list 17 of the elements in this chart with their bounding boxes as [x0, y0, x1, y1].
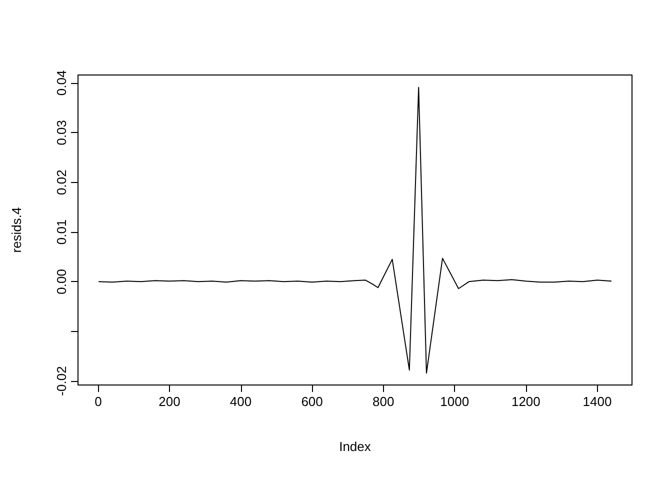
y-tick-label: 0.00 — [54, 269, 69, 294]
x-tick-label: 0 — [94, 394, 102, 409]
x-tick-label: 1200 — [511, 394, 540, 409]
x-tick-label: 1400 — [582, 394, 612, 409]
y-tick-label: 0.02 — [54, 170, 69, 195]
line-series — [98, 86, 612, 374]
y-axis-title: resids.4 — [9, 207, 24, 253]
y-tick-label: 0.03 — [54, 120, 69, 146]
x-tick-label: 1000 — [440, 394, 470, 409]
x-tick-label: 800 — [372, 394, 394, 409]
y-tick-label: 0.01 — [54, 219, 69, 245]
x-tick-label: 600 — [301, 394, 323, 409]
x-tick-label: 400 — [230, 394, 252, 409]
x-tick-label: 200 — [158, 394, 180, 409]
y-tick-label: 0.04 — [54, 70, 69, 96]
y-tick-label: -0.02 — [54, 366, 69, 396]
x-axis-title: Index — [339, 439, 372, 454]
